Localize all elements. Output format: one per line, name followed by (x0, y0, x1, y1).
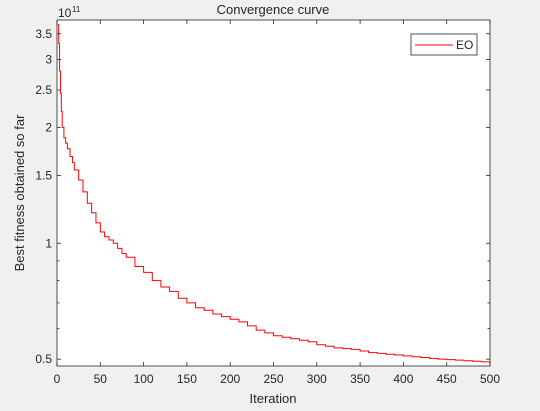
y-tick-label: 2.5 (35, 83, 52, 97)
y-tick-label: 1.5 (35, 168, 52, 182)
series-line-eo (57, 23, 491, 363)
y-tick-label: 3.5 (35, 27, 52, 41)
chart-title: Convergence curve (217, 2, 330, 17)
series-layer (57, 23, 491, 363)
x-tick-label: 450 (437, 372, 457, 386)
y-exponent-label: 10 11 (58, 5, 81, 20)
y-exponent-power: 11 (72, 5, 81, 14)
x-tick-label: 200 (220, 372, 240, 386)
y-tick-label: 0.5 (35, 352, 52, 366)
legend: EO (410, 33, 478, 56)
plot-area (57, 20, 490, 366)
y-axis: 0.5 1 1.5 2 2.5 3 3.5 (35, 27, 490, 366)
x-axis: 0 50 100 150 200 250 300 350 400 450 500 (54, 20, 500, 386)
y-tick-label: 2 (45, 120, 52, 134)
y-axis-title: Best fitness obtained so far (12, 114, 27, 271)
x-tick-label: 300 (307, 372, 327, 386)
x-tick-label: 250 (263, 372, 283, 386)
x-tick-label: 400 (393, 372, 413, 386)
y-exponent-base: 10 (58, 6, 72, 20)
x-tick-label: 0 (54, 372, 61, 386)
x-tick-label: 150 (177, 372, 197, 386)
x-tick-label: 350 (350, 372, 370, 386)
y-tick-label: 1 (45, 236, 52, 250)
x-tick-label: 500 (480, 372, 500, 386)
y-tick-label: 3 (45, 53, 52, 67)
x-tick-label: 50 (94, 372, 108, 386)
legend-label: EO (456, 38, 473, 52)
x-tick-label: 100 (134, 372, 154, 386)
x-axis-title: Iteration (250, 391, 297, 406)
